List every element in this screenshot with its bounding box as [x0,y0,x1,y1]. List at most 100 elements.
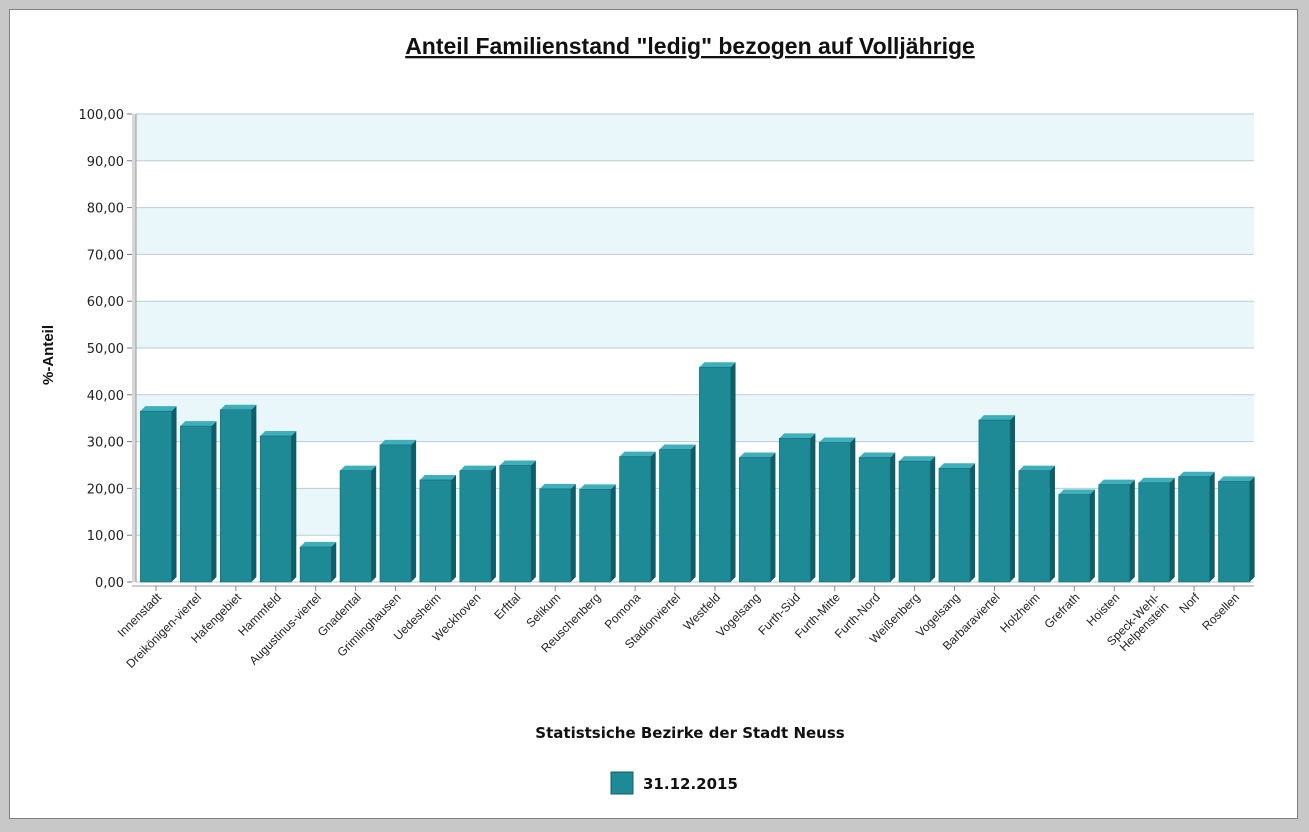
bar-side [331,541,337,582]
bar-top [619,451,656,457]
bar-front [818,442,851,583]
bar-side [411,439,417,582]
bar [978,415,1016,583]
bar [778,433,816,583]
bar-top [1218,476,1255,482]
bar-side [530,460,536,582]
x-tick-label-line: Hoisten [1084,590,1123,629]
x-axis: InnenstadtDreikönigen-viertelHafengebiet… [115,585,1254,671]
bar-front [699,366,731,583]
bars [140,362,1255,583]
bar-top [978,415,1016,421]
bar-top [1018,465,1055,471]
bar [539,483,576,583]
bar-side [251,404,257,582]
bar [659,444,696,583]
bar-top [699,362,736,368]
y-tick-label: 30,00 [87,436,124,451]
bar [579,484,616,583]
y-tick-label: 60,00 [87,295,124,310]
bar [1178,471,1215,583]
bar [1218,476,1255,583]
x-tick-label: Dreikönigen-viertel [123,590,204,671]
bar-front [299,546,332,583]
bar-side [1169,477,1175,582]
bar [739,452,776,583]
bar-front [1138,482,1171,583]
bar-top [340,465,377,471]
x-tick-label: Vogelsang [713,590,763,640]
chart-frame: Anteil Familienstand "ledig" bezogen auf… [9,9,1298,819]
bar-side [850,437,856,582]
bar-front [659,449,691,583]
bar-side [1089,489,1095,582]
bar-side [371,465,377,582]
bar-front [1018,470,1051,583]
grid-band [136,394,1254,442]
bar-side [570,483,576,582]
bar-side [451,474,457,582]
y-tick-label: 0,00 [95,576,124,591]
y-tick-label: 50,00 [87,342,124,357]
grid-band [136,160,1254,208]
bar [898,456,936,583]
bar [619,451,656,583]
bar-side [1049,465,1055,582]
bar-side [291,430,297,582]
bar [1018,465,1055,583]
bar-top [1138,477,1175,483]
x-tick-label: Selikum [523,590,563,630]
x-tick-label: Hoisten [1084,590,1123,629]
bar-top [819,437,856,443]
bar-front [619,456,651,583]
bar-front [259,435,292,583]
bar [379,439,417,583]
x-tick-label-line: Holzheim [997,590,1042,635]
bar [219,404,257,583]
bar-top [659,444,696,450]
bar-front [339,470,372,583]
bar-front [1218,481,1250,583]
bar-top [1178,471,1215,477]
bar-front [379,444,412,583]
bar-front [1058,494,1091,583]
bar [1058,489,1095,583]
bar-front [180,425,212,583]
bar-front [938,467,971,583]
bar-side [1010,415,1016,582]
bar-front [419,479,452,583]
bar [818,437,856,583]
x-tick-label-line: Erfttal [491,590,523,622]
bar-top [379,439,417,445]
bar-top [260,430,297,436]
bar-top [419,474,457,480]
bar-front [898,460,931,583]
bar-top [779,433,816,439]
y-tick-label: 70,00 [87,248,124,263]
bar-front [140,410,172,583]
bar-front [858,457,891,583]
bar-top [579,484,616,490]
x-tick-label-line: Rosellen [1199,590,1242,633]
grid-band [136,348,1254,395]
x-tick-label: Erfttal [491,590,523,622]
bar-top [300,541,337,547]
bar-front [459,470,492,583]
y-tick-label: 90,00 [87,155,124,170]
bar-side [970,463,976,582]
x-tick-label-line: Vogelsang [713,590,763,640]
x-tick-label: Rosellen [1199,590,1242,633]
bar-side [650,451,656,582]
bar-top [1098,479,1135,485]
bar [1138,477,1175,583]
x-tick-label-line: Selikum [523,590,563,630]
bar [459,465,496,583]
x-tick-label: Grefrath [1041,590,1082,631]
y-axis: 0,00 10,00 20,00 30,00 40,00 50,00 60,00 70,00 8… [79,108,137,591]
bar [140,406,177,583]
grid-band [136,254,1254,302]
y-tick-label: 80,00 [87,202,124,217]
bar [858,452,896,583]
bar-front [1098,484,1131,583]
bar-side [211,421,217,582]
